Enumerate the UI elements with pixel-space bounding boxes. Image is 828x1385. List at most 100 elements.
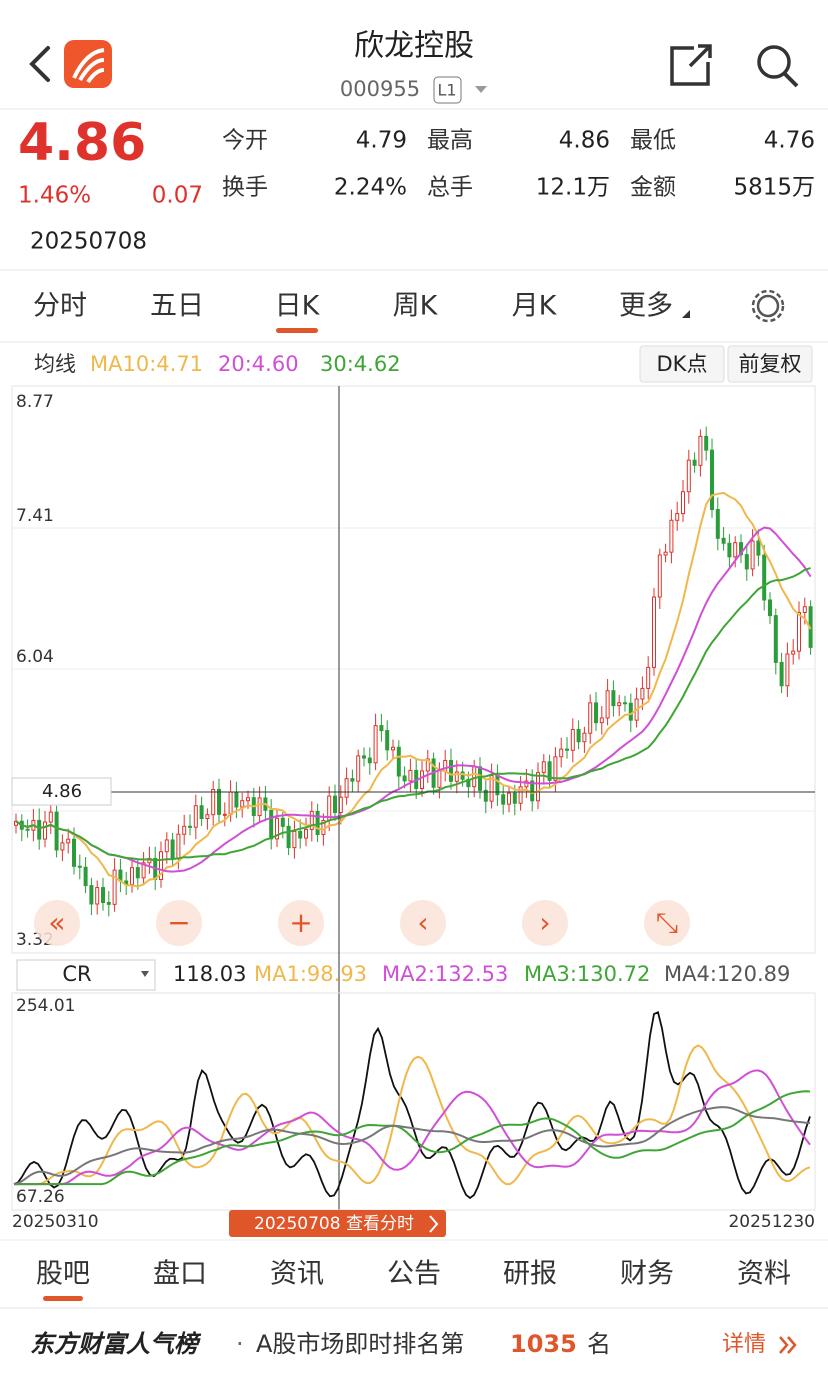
logo-mark	[72, 48, 105, 84]
dot: ·	[236, 1330, 244, 1358]
bottom-tab[interactable]: 研报	[503, 1259, 557, 1290]
stat-label: 金额	[630, 175, 676, 201]
detail-link[interactable]: 详情	[722, 1332, 766, 1357]
cr-ma1: MA1:98.93	[254, 962, 367, 986]
bottom-tab[interactable]: 公告	[387, 1259, 441, 1290]
candle-body	[721, 537, 726, 544]
candle-body	[733, 542, 738, 558]
dk-button[interactable]	[639, 345, 725, 383]
rank-text: A股市场即时排名第	[256, 1330, 464, 1358]
search-button[interactable]	[757, 45, 791, 79]
chart-control[interactable]	[34, 900, 80, 946]
candle-body	[472, 766, 477, 788]
candle-body	[217, 788, 221, 815]
dk-label: DK点	[657, 352, 708, 376]
candle-body	[727, 542, 732, 558]
candle-body	[791, 650, 796, 655]
chart-control[interactable]	[522, 900, 568, 946]
candle-body	[797, 612, 801, 652]
chart-control[interactable]	[278, 900, 324, 946]
tab[interactable]: 周K	[393, 291, 439, 322]
candle-body	[141, 862, 146, 879]
candle-body	[588, 702, 593, 734]
candle-body	[449, 760, 453, 782]
candle-body	[715, 509, 720, 539]
candle-body	[518, 786, 523, 804]
candle-body	[541, 761, 546, 774]
adjust-button[interactable]	[727, 345, 813, 383]
candle-body	[744, 554, 749, 570]
cr-ma-line	[13, 1106, 811, 1186]
y-label: 6.04	[16, 647, 54, 667]
candle-body	[240, 800, 245, 808]
candle-body	[211, 788, 216, 816]
candle-body	[205, 814, 210, 820]
stat-label: 最高	[427, 128, 473, 154]
y-label: 8.77	[16, 392, 54, 412]
tab[interactable]: 五日	[150, 291, 204, 322]
candle-body	[402, 775, 407, 782]
candle-body	[802, 606, 807, 614]
candle-body	[756, 540, 761, 556]
candle-body	[48, 811, 53, 823]
crosshair-tag[interactable]	[229, 1210, 446, 1237]
chart-control[interactable]	[400, 900, 446, 946]
stat-value: 4.86	[559, 128, 610, 154]
candle-body	[565, 748, 569, 751]
candle-body	[460, 771, 465, 780]
ma-line	[15, 491, 812, 888]
candle-body	[483, 789, 488, 802]
control-icon: ›	[539, 906, 550, 939]
candle-body	[466, 778, 471, 788]
candle-body	[681, 491, 685, 515]
bottom-tab[interactable]: 财务	[620, 1259, 674, 1290]
control-icon: ‹	[417, 906, 428, 939]
bottom-tab[interactable]: 资讯	[270, 1259, 324, 1290]
cr-ma2: MA2:132.53	[382, 962, 508, 986]
bottom-tab[interactable]: 股吧	[36, 1259, 90, 1290]
bottom-tab[interactable]: 资料	[737, 1259, 791, 1290]
chart-control[interactable]	[644, 900, 690, 946]
crosshair-box	[11, 777, 112, 806]
crosshair-label: 4.86	[42, 781, 82, 802]
indicator-select[interactable]	[16, 959, 156, 991]
cr-ma-line	[14, 1069, 811, 1186]
candle-body	[170, 839, 175, 859]
chart-control[interactable]	[156, 900, 202, 946]
candle-body	[72, 838, 76, 867]
dropdown-arrow[interactable]	[475, 86, 487, 93]
candle-body	[298, 830, 303, 839]
settings-button[interactable]	[756, 294, 780, 318]
candle-body	[246, 797, 250, 802]
stock-name: 欣龙控股	[354, 29, 474, 64]
bottom-tab[interactable]: 盘口	[153, 1259, 207, 1290]
ma-line	[15, 567, 811, 862]
candle-body	[576, 728, 581, 743]
ma-label: 均线	[34, 352, 76, 376]
stat-value: 2.24%	[334, 175, 407, 201]
tab[interactable]: 更多	[619, 291, 673, 322]
stat-label: 最低	[630, 128, 676, 154]
candle-body	[640, 687, 645, 700]
candle-body	[420, 770, 424, 790]
candle-body	[66, 838, 71, 844]
tab[interactable]: 月K	[512, 291, 558, 322]
back-button[interactable]	[29, 46, 50, 82]
more-arrow	[682, 310, 690, 318]
candle-body	[228, 791, 233, 815]
ma-line	[15, 526, 812, 873]
search-handle	[783, 72, 799, 88]
candle-body	[646, 666, 651, 689]
tab[interactable]: 日K	[275, 291, 321, 322]
tab[interactable]: 分时	[33, 291, 87, 322]
stat-value: 4.79	[356, 128, 407, 154]
candle-body	[130, 867, 134, 885]
candle-body	[536, 772, 540, 802]
share-button[interactable]	[670, 44, 712, 86]
candle-body	[193, 805, 198, 828]
cr-ma3: MA3:130.72	[524, 962, 650, 986]
stock-code: 000955	[340, 77, 420, 101]
adjust-label: 前复权	[739, 352, 802, 376]
stat-label: 总手	[427, 175, 473, 201]
indicator-name: CR	[62, 962, 91, 986]
